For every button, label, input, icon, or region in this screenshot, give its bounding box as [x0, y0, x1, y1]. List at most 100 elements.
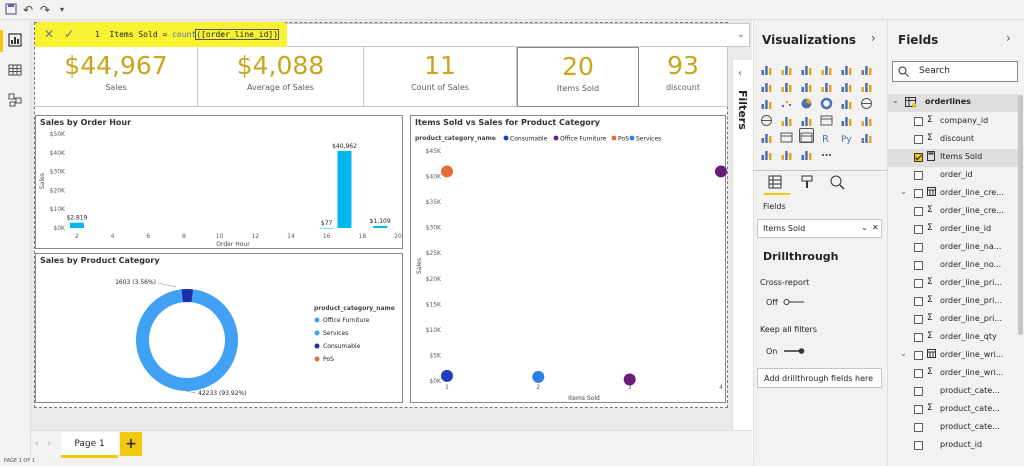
- gauge-icon[interactable]: [800, 112, 813, 126]
- field-checkbox[interactable]: [914, 153, 923, 162]
- area-chart-icon[interactable]: [780, 78, 793, 92]
- card-items-sold[interactable]: 20 Items Sold: [517, 47, 639, 107]
- field-row[interactable]: ⌄ order_line_wri...: [888, 347, 1018, 365]
- card-count-sales[interactable]: 11 Count of Sales: [364, 47, 517, 107]
- filters-label[interactable]: Filters: [736, 90, 749, 130]
- cross-report-toggle[interactable]: [783, 299, 805, 305]
- line-clustered-icon[interactable]: [840, 78, 853, 92]
- chart-items-vs-sales[interactable]: Items Sold vs Sales for Product Category…: [410, 115, 727, 403]
- clustered-column-icon[interactable]: [820, 61, 833, 75]
- collapse-fields-icon[interactable]: ›: [1006, 31, 1011, 45]
- field-row[interactable]: product_id: [888, 437, 1018, 455]
- prev-page-icon[interactable]: ‹: [35, 439, 39, 449]
- analytics-magnifier-icon[interactable]: [829, 174, 845, 194]
- field-checkbox[interactable]: [914, 243, 923, 252]
- smart-narrative-icon[interactable]: [800, 146, 813, 160]
- expand-chevron-icon[interactable]: ⌄: [900, 349, 907, 358]
- stacked-area-icon[interactable]: [800, 78, 813, 92]
- key-influencers-icon[interactable]: [860, 129, 873, 143]
- formula-expand-icon[interactable]: ⌄: [736, 29, 745, 40]
- matrix-icon[interactable]: [799, 128, 814, 143]
- ribbon-chart-icon[interactable]: [860, 78, 873, 92]
- redo-icon[interactable]: ↷: [39, 3, 51, 17]
- field-checkbox[interactable]: [914, 135, 923, 144]
- field-checkbox[interactable]: [914, 333, 923, 342]
- keep-filters-toggle[interactable]: [783, 348, 805, 354]
- field-checkbox[interactable]: [914, 423, 923, 432]
- add-page-button[interactable]: +: [120, 432, 142, 456]
- table-orderlines[interactable]: ⌄ orderlines: [888, 94, 1018, 112]
- next-page-icon[interactable]: ›: [47, 439, 51, 449]
- filters-pane-collapsed[interactable]: ‹: [732, 60, 752, 430]
- model-view-icon[interactable]: [7, 92, 25, 110]
- r-visual-icon[interactable]: R: [820, 129, 833, 145]
- field-row[interactable]: Items Sold: [888, 149, 1018, 167]
- field-checkbox[interactable]: [914, 189, 923, 198]
- field-checkbox[interactable]: [914, 171, 923, 180]
- save-icon[interactable]: [4, 3, 18, 17]
- well-remove-icon[interactable]: ✕: [872, 223, 879, 232]
- table-icon[interactable]: [780, 129, 793, 143]
- field-row[interactable]: order_line_no...: [888, 257, 1018, 275]
- field-checkbox[interactable]: [914, 207, 923, 216]
- kpi-icon[interactable]: [860, 112, 873, 126]
- fields-tab-icon[interactable]: [767, 174, 783, 194]
- multirow-card-icon[interactable]: [840, 112, 853, 126]
- stacked-bar-icon[interactable]: [760, 61, 773, 75]
- stacked-column-icon[interactable]: [780, 61, 793, 75]
- drillthrough-drop-zone[interactable]: Add drillthrough fields here: [757, 368, 882, 388]
- field-row[interactable]: order_id: [888, 167, 1018, 185]
- funnel-icon[interactable]: [780, 112, 793, 126]
- card-icon[interactable]: [820, 112, 833, 126]
- customize-toolbar-icon[interactable]: ▾: [59, 5, 64, 14]
- data-view-icon[interactable]: [7, 62, 25, 80]
- undo-icon[interactable]: ↶: [22, 3, 34, 17]
- map-icon[interactable]: [860, 95, 873, 109]
- field-checkbox[interactable]: [914, 279, 923, 288]
- donut-chart-icon[interactable]: [820, 95, 833, 110]
- field-checkbox[interactable]: [914, 369, 923, 378]
- fields-search-box[interactable]: Search: [892, 61, 1018, 82]
- field-row[interactable]: ⌄ order_line_cre...: [888, 185, 1018, 203]
- python-visual-icon[interactable]: Py: [840, 129, 853, 145]
- field-row[interactable]: product_cate...: [888, 419, 1018, 437]
- field-checkbox[interactable]: [914, 315, 923, 324]
- well-dropdown-icon[interactable]: ⌄: [861, 223, 868, 232]
- field-checkbox[interactable]: [914, 117, 923, 126]
- pie-chart-icon[interactable]: [800, 95, 813, 109]
- collapse-viz-icon[interactable]: ›: [871, 31, 876, 45]
- 100pct-bar-icon[interactable]: [840, 61, 853, 75]
- line-chart-icon[interactable]: [760, 78, 773, 92]
- more-visuals-icon[interactable]: [820, 146, 833, 159]
- field-checkbox[interactable]: [914, 261, 923, 270]
- report-view-icon[interactable]: [7, 32, 25, 50]
- collapse-table-icon[interactable]: ⌄: [892, 96, 899, 105]
- qa-icon[interactable]: [780, 146, 793, 160]
- chart-sales-by-hour[interactable]: Sales by Order Hour $0K $10K $20K $30K $40K $…: [35, 115, 403, 249]
- card-sales[interactable]: $44,967 Sales: [35, 47, 198, 107]
- treemap-icon[interactable]: [840, 95, 853, 109]
- cancel-formula-icon[interactable]: ✕: [44, 27, 55, 41]
- clustered-bar-icon[interactable]: [800, 61, 813, 75]
- filled-map-icon[interactable]: [760, 112, 773, 126]
- field-row[interactable]: product_cate...: [888, 383, 1018, 401]
- field-row[interactable]: order_line_na...: [888, 239, 1018, 257]
- line-column-icon[interactable]: [820, 78, 833, 92]
- decomposition-tree-icon[interactable]: [760, 146, 773, 160]
- field-checkbox[interactable]: [914, 405, 923, 414]
- commit-formula-icon[interactable]: ✓: [64, 27, 75, 41]
- slicer-icon[interactable]: [760, 129, 773, 143]
- expand-chevron-icon[interactable]: ⌄: [900, 187, 907, 196]
- chart-sales-by-category[interactable]: Sales by Product Category 1603 (3.56%) 42…: [35, 253, 403, 403]
- field-checkbox[interactable]: [914, 441, 923, 450]
- expand-filters-icon[interactable]: ‹: [738, 68, 742, 79]
